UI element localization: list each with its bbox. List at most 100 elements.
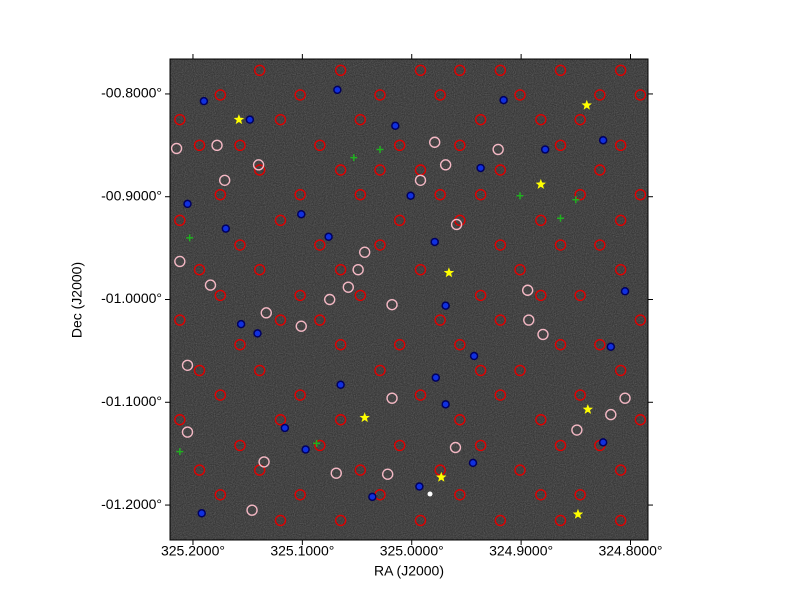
catalog-circle (374, 364, 386, 377)
catalog-circle (594, 239, 606, 251)
catalog-circle (394, 439, 406, 452)
catalog-cross (313, 439, 321, 447)
catalog-star (581, 99, 592, 110)
catalog-circle (454, 489, 466, 501)
catalog-circle (414, 263, 427, 276)
catalog-circle (252, 159, 265, 171)
catalog-circle (574, 289, 586, 302)
catalog-circle (274, 314, 287, 326)
catalog-circle (535, 489, 547, 501)
catalog-circle (342, 281, 354, 293)
catalog-dot (598, 135, 608, 145)
catalog-circle (234, 339, 246, 351)
catalog-circle (414, 64, 427, 77)
catalog-circle (614, 263, 627, 276)
catalog-circle (594, 164, 606, 176)
catalog-circle (274, 414, 287, 426)
catalog-circle (354, 289, 367, 302)
catalog-circle (394, 339, 406, 351)
catalog-circle (294, 89, 306, 101)
catalog-dot (336, 380, 345, 390)
catalog-dot (324, 232, 333, 242)
catalog-circle (211, 139, 223, 152)
catalog-circle (174, 255, 186, 268)
x-axis-label: RA (J2000) (374, 563, 444, 579)
catalog-dot (431, 373, 441, 382)
catalog-circle (294, 389, 306, 401)
catalog-star (572, 508, 584, 519)
catalog-circle (619, 392, 631, 404)
catalog-circle (494, 239, 507, 251)
catalog-circle (439, 159, 452, 171)
catalog-circle (274, 214, 287, 227)
catalog-circle (634, 414, 647, 426)
catalog-circle (258, 456, 270, 468)
catalog-star (443, 267, 455, 278)
catalog-star (582, 403, 594, 414)
catalog-circle (193, 139, 206, 152)
catalog-circle (334, 263, 347, 276)
catalog-circle (174, 414, 186, 426)
catalog-circle (193, 263, 206, 276)
catalog-dot (236, 319, 246, 329)
catalog-cross (186, 234, 194, 242)
catalog-circle (394, 214, 406, 227)
catalog-circle (521, 284, 534, 296)
catalog-circle (294, 489, 306, 501)
catalog-circle (204, 279, 217, 291)
y-tick-label: -00.8000° (101, 85, 162, 101)
catalog-dot (430, 237, 439, 247)
catalog-circle (354, 464, 367, 476)
catalog-circle (174, 113, 186, 126)
catalog-dot (476, 163, 485, 173)
catalog-circle (494, 314, 507, 326)
catalog-circle (330, 467, 342, 479)
catalog-circle (554, 339, 567, 351)
catalog-circle (474, 113, 487, 126)
catalog-circle (294, 289, 306, 302)
x-tick-label: 325.0000° (380, 543, 444, 559)
y-tick-label: -00.9000° (101, 187, 162, 203)
catalog-circle (314, 439, 326, 452)
catalog-circle (450, 218, 463, 231)
catalog-circle (574, 389, 586, 401)
catalog-circle (514, 89, 526, 101)
catalog-circle (214, 489, 227, 501)
catalog-circle (554, 139, 567, 152)
catalog-circle (554, 64, 567, 77)
catalog-circle (214, 289, 227, 302)
catalog-circle (174, 214, 186, 227)
catalog-circle (494, 64, 507, 77)
catalog-dot (441, 400, 450, 409)
catalog-circle (474, 289, 487, 302)
catalog-circle (434, 89, 446, 101)
catalog-dot (197, 509, 206, 518)
image-noise (170, 59, 648, 540)
catalog-circle (314, 314, 326, 326)
catalog-circle (574, 188, 586, 201)
catalog-cross (350, 154, 358, 162)
y-tick-label: -01.0000° (101, 290, 162, 306)
catalog-circle (514, 364, 526, 377)
catalog-circle (434, 188, 446, 201)
catalog-circle (605, 408, 617, 421)
catalog-circle (614, 139, 627, 152)
catalog-circle (554, 239, 567, 251)
catalog-circle (449, 441, 462, 454)
catalog-circle (234, 439, 246, 452)
catalog-circle (334, 414, 347, 426)
catalog-dot (441, 301, 450, 310)
catalog-circle (214, 89, 227, 101)
catalog-dot (406, 191, 415, 200)
catalog-circle (634, 188, 647, 201)
catalog-circle (474, 439, 487, 452)
catalog-dot (598, 438, 608, 447)
catalog-circle (334, 514, 347, 527)
catalog-cross (516, 192, 524, 200)
catalog-circle (234, 239, 246, 251)
catalog-circle (434, 314, 446, 326)
catalog-circle (514, 263, 526, 276)
catalog-circle (429, 136, 441, 148)
catalog-dot (540, 145, 550, 154)
